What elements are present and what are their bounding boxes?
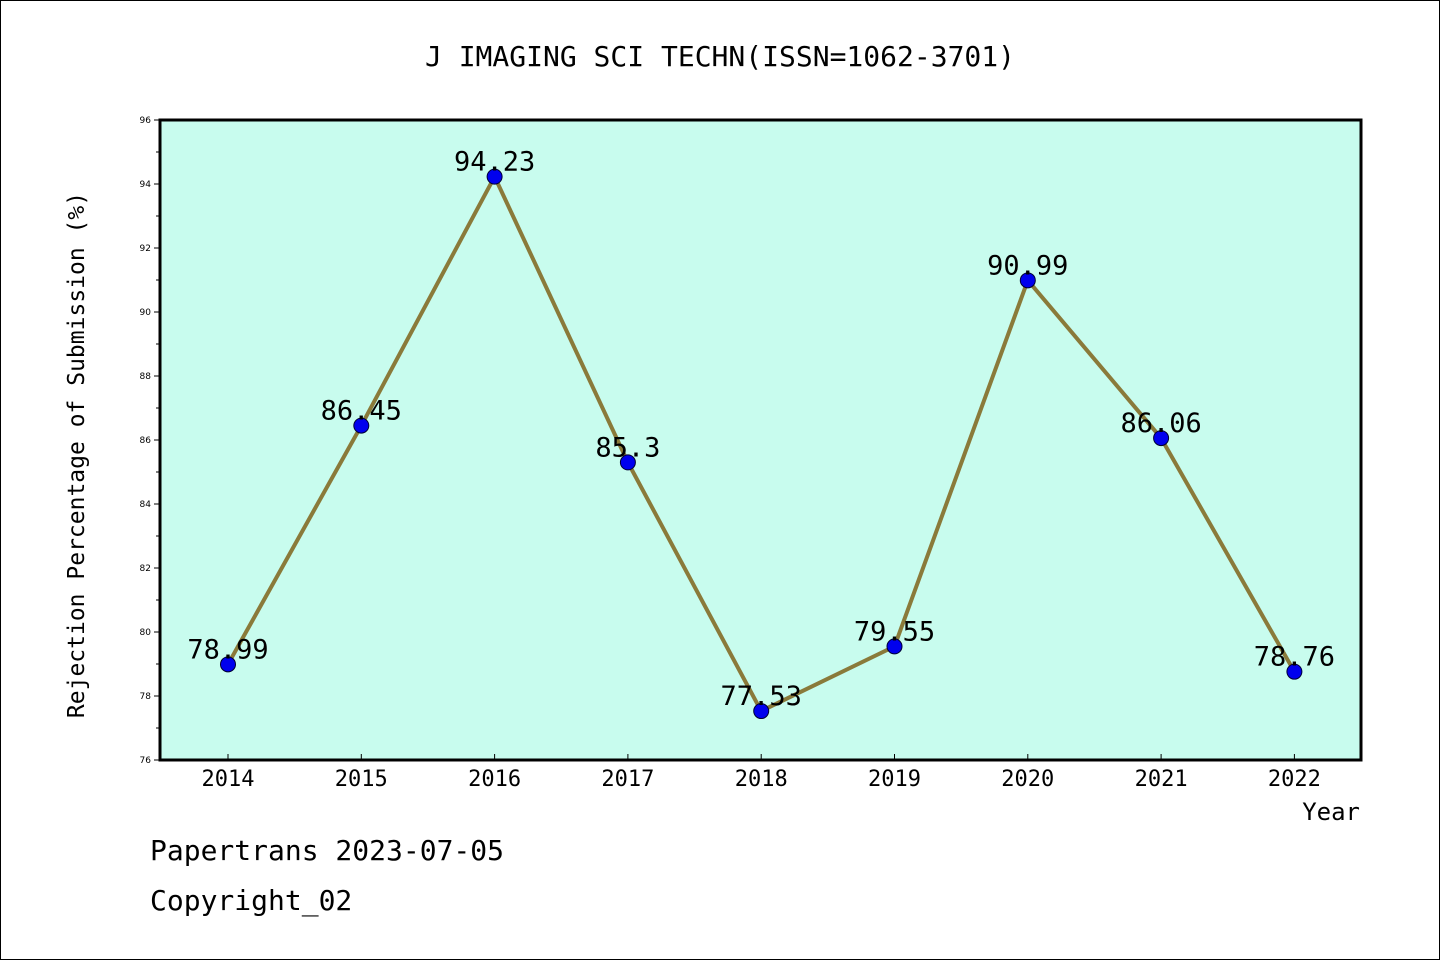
data-point xyxy=(486,168,503,185)
footer-date-text: Papertrans 2023-07-05 xyxy=(150,834,505,867)
y-tick-label: 90 xyxy=(140,308,152,318)
x-tick-label: 2022 xyxy=(1268,767,1321,792)
y-tick-label: 80 xyxy=(140,628,152,638)
y-tick-label: 84 xyxy=(140,500,152,510)
data-label: 86.06 xyxy=(1120,408,1201,439)
data-label: 90.99 xyxy=(987,250,1068,281)
data-points xyxy=(220,168,1303,720)
data-label: 79.55 xyxy=(854,616,935,647)
y-tick-label: 88 xyxy=(140,372,152,382)
data-point xyxy=(1286,663,1303,680)
data-label: 78.99 xyxy=(187,634,268,665)
y-tick-label: 78 xyxy=(140,692,152,702)
data-label: 77.53 xyxy=(721,681,802,712)
y-axis-ticks: 76 78 80 82 84 86 88 90 92 94 96 xyxy=(140,116,160,766)
data-label: 86.45 xyxy=(321,396,402,427)
footer-copyright-text: Copyright_02 xyxy=(150,884,353,917)
x-tick-label: 2017 xyxy=(601,767,654,792)
x-tick-label: 2018 xyxy=(735,767,788,792)
data-point xyxy=(353,417,370,434)
data-point xyxy=(220,656,236,673)
plot-area xyxy=(158,118,1363,762)
y-tick-label: 76 xyxy=(140,756,152,766)
x-tick-label: 2014 xyxy=(202,767,255,792)
data-label: 78.76 xyxy=(1254,642,1335,673)
data-point xyxy=(886,638,903,655)
data-point xyxy=(619,454,636,471)
x-tick-label: 2021 xyxy=(1135,767,1188,792)
y-tick-label: 82 xyxy=(140,564,151,574)
x-tick-label: 2015 xyxy=(335,767,388,792)
y-tick-label: 86 xyxy=(140,436,152,446)
x-axis-title: Year xyxy=(1302,798,1360,826)
data-label: 85.3 xyxy=(595,432,660,463)
x-tick-label: 2020 xyxy=(1001,767,1054,792)
chart-title: J IMAGING SCI TECHN(ISSN=1062-3701) xyxy=(425,40,1015,73)
x-tick-label: 2019 xyxy=(868,767,921,792)
x-axis-ticks: 2014 2015 2016 2017 2018 2019 2020 2021 2022 xyxy=(202,754,1321,792)
y-tick-label: 92 xyxy=(140,244,151,254)
data-point xyxy=(753,703,770,720)
data-label: 94.23 xyxy=(454,147,535,178)
y-axis-title: Rejection Percentage of Submission (%) xyxy=(64,192,90,718)
data-point xyxy=(1153,430,1170,447)
data-point xyxy=(1019,272,1036,289)
y-tick-label: 96 xyxy=(140,116,152,126)
data-labels: 78.99 86.45 94.23 85.3 77.53 79.55 90.99 86.06 7… xyxy=(187,147,1335,712)
y-tick-label: 94 xyxy=(140,180,152,190)
x-tick-label: 2016 xyxy=(468,767,521,792)
